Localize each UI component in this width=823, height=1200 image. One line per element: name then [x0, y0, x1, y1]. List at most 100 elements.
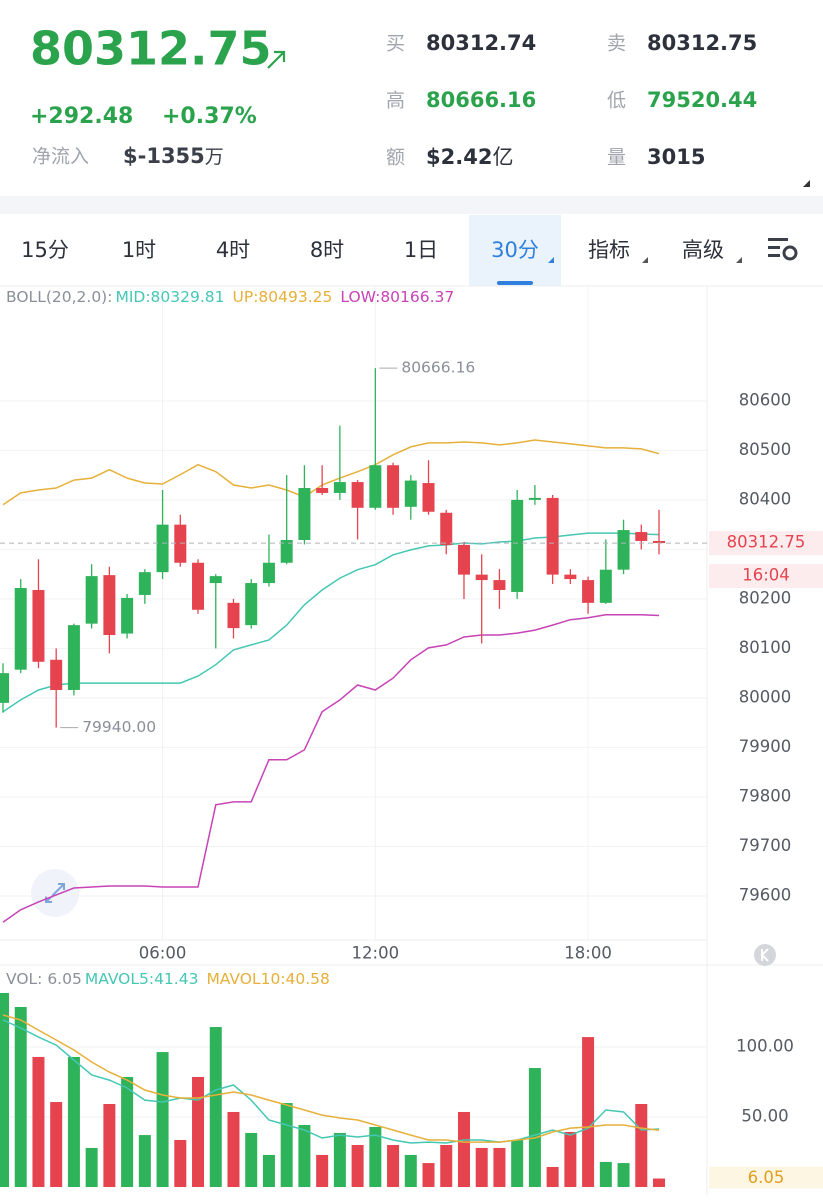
net-inflow: $-1355万 [123, 144, 224, 168]
legend-title: VOL: 6.05 [6, 970, 82, 988]
volume-bar [103, 1103, 116, 1187]
quote-number: 80666.16 [426, 88, 536, 112]
volume-bar [85, 1147, 98, 1187]
tab[interactable]: 15分 [21, 238, 69, 262]
volume-bar [351, 1145, 364, 1187]
volume-bar [528, 1068, 541, 1187]
candle-body [333, 482, 346, 493]
tab[interactable]: 指标 [588, 238, 630, 262]
quote-value: 79520.44 [647, 88, 757, 112]
candle-body [174, 524, 187, 563]
tab-triangle [736, 257, 742, 263]
candle-body [493, 580, 506, 590]
volume-bar [245, 1132, 258, 1187]
quote-label: 额 [386, 147, 405, 169]
volume-bar [14, 1006, 27, 1187]
icon-bar [768, 254, 780, 257]
legend: BOLL(20,2.0): MID:80329.81 UP:80493.25 LOW:… [6, 288, 454, 306]
y-tick-label: 100.00 [736, 1037, 794, 1056]
candle-body [103, 575, 116, 636]
tab[interactable]: 高级 [682, 238, 724, 262]
volume-bar [209, 1027, 222, 1187]
corner-triangle [803, 180, 810, 187]
candle-body [138, 572, 151, 595]
y-tick-label: 79700 [739, 836, 792, 855]
legend-entry: MAVOL5:41.43 [85, 970, 199, 988]
tab-triangle [642, 257, 648, 263]
legend-title: BOLL(20,2.0): [6, 288, 112, 306]
volume-bar [599, 1161, 612, 1187]
volume-bar [617, 1163, 630, 1187]
y-tick-label: 80200 [739, 588, 792, 607]
volume-bar [369, 1126, 382, 1187]
tab-triangle [548, 257, 554, 263]
candle-body [209, 576, 222, 584]
candle-body [262, 562, 275, 584]
quote-value: 80312.74 [426, 31, 536, 55]
price-tag-bg [709, 531, 823, 556]
tab[interactable]: 30分 [491, 238, 539, 262]
y-tick-label: 80500 [739, 440, 792, 459]
legend-entry: UP:80493.25 [233, 288, 333, 306]
last-price: 80312.75 [30, 22, 272, 76]
candle-body [635, 532, 648, 541]
candle-body [546, 497, 559, 575]
quote-number: 80312.74 [426, 31, 536, 55]
tab[interactable]: 4时 [216, 238, 250, 262]
annotation: 80666.16 [401, 359, 475, 377]
volume-bar [32, 1056, 45, 1187]
candle-body [440, 512, 453, 545]
candle-body [280, 539, 293, 563]
candle-body [14, 588, 27, 670]
tab[interactable]: 1时 [122, 238, 156, 262]
candle-body [387, 465, 400, 508]
volume-bar [457, 1111, 470, 1187]
candle-body [245, 583, 258, 626]
quote-value: 80666.16 [426, 88, 536, 112]
settings-icon[interactable] [768, 238, 798, 261]
y-tick-label: 79800 [739, 786, 792, 805]
quote-value: $2.42亿 [426, 145, 513, 169]
volume-bar [121, 1076, 134, 1187]
y-tick-label: 80600 [739, 390, 792, 409]
x-tick-label: 06:00 [139, 944, 187, 963]
volume-bar [0, 992, 9, 1187]
volume-bar [174, 1139, 187, 1187]
candle-body [582, 580, 595, 603]
volume-bar [227, 1111, 240, 1187]
boll-line [2, 613, 660, 923]
volume-bar [635, 1103, 648, 1187]
reset-button[interactable] [754, 944, 776, 966]
candle-body [50, 659, 63, 690]
volume-bar [298, 1124, 311, 1187]
tab[interactable]: 8时 [310, 238, 344, 262]
candle-body [121, 597, 134, 634]
quote-label: 高 [386, 90, 405, 112]
volume-bar [316, 1154, 329, 1187]
reset-icon [760, 948, 769, 962]
y-tick-label: 80100 [739, 638, 792, 657]
candle-body [369, 465, 382, 508]
mavol-line [2, 1014, 660, 1143]
quote-number: $2.42 [426, 145, 492, 169]
volume-bar [511, 1139, 524, 1187]
candle-body [599, 569, 612, 603]
icon-bar [768, 246, 780, 249]
quote-unit: 亿 [492, 145, 513, 169]
candle-body [351, 482, 364, 508]
volume-bar [387, 1145, 400, 1187]
icon-gear [782, 245, 798, 261]
candle-body [156, 524, 169, 573]
volume-bar [653, 1178, 666, 1187]
icon-bar [768, 238, 788, 241]
volume-bar [404, 1154, 417, 1187]
change-pct: +0.37% [162, 104, 257, 129]
tab[interactable]: 1日 [404, 238, 438, 262]
candle-body [475, 574, 488, 581]
y-tick-label: 79600 [739, 885, 792, 904]
volume-bar [192, 1076, 205, 1187]
volume-bar [440, 1145, 453, 1187]
volume-bar [422, 1163, 435, 1187]
